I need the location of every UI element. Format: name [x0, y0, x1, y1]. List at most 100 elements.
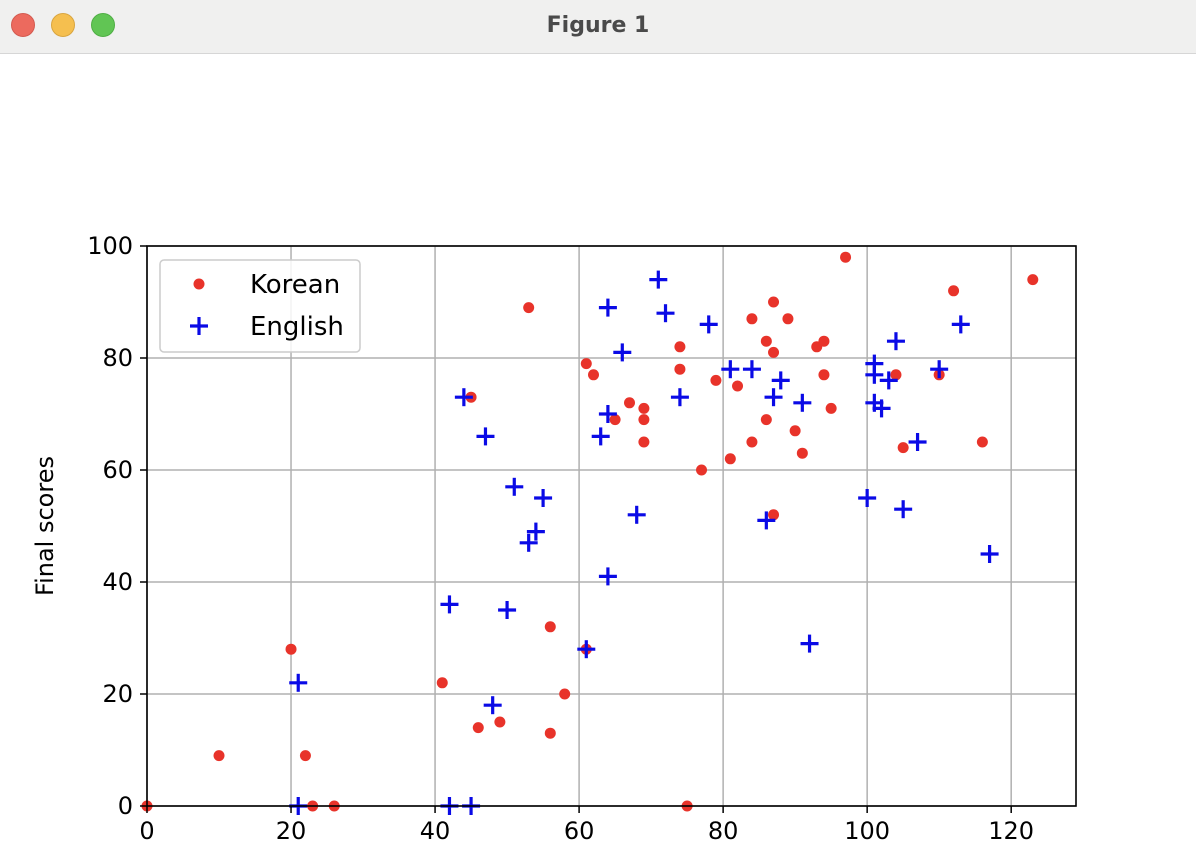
window-title: Figure 1: [546, 13, 650, 38]
korean-point: [624, 397, 636, 409]
korean-point: [768, 509, 780, 521]
title-bar: Figure 1: [0, 0, 1196, 54]
korean-point: [559, 688, 571, 700]
x-tick-label: 120: [988, 817, 1034, 845]
korean-point: [948, 285, 960, 297]
legend-marker-korean: [193, 278, 205, 290]
korean-point: [638, 436, 650, 448]
english-point: [613, 343, 632, 362]
axis-ticks: 0 20 40 60 80 100 120 0 20 40 60 80 100: [87, 232, 1034, 845]
english-point: [440, 595, 459, 614]
korean-point: [299, 750, 311, 762]
close-window-button[interactable]: [11, 13, 35, 37]
english-point: [649, 270, 668, 289]
korean-point: [818, 335, 830, 347]
legend-marker-english: [190, 317, 208, 335]
y-tick-label: 0: [118, 792, 133, 820]
english-point: [483, 696, 502, 715]
english-point: [534, 489, 553, 507]
x-tick-label: 40: [420, 817, 451, 845]
figure-canvas: 0 20 40 60 80 100 120 0 20 40 60 80 100 Final scores…: [0, 55, 1196, 858]
minimize-window-button[interactable]: [51, 13, 75, 37]
legend-label-korean: Korean: [250, 270, 340, 300]
korean-point: [638, 414, 650, 426]
english-point: [858, 489, 877, 507]
korean-point: [710, 374, 722, 386]
korean-point: [638, 402, 650, 414]
english-point: [289, 673, 308, 692]
scatter-chart: 0 20 40 60 80 100 120 0 20 40 60 80 100 Final scores…: [31, 232, 1077, 845]
korean-point: [760, 414, 772, 426]
korean-point: [897, 442, 909, 454]
axes-frame: [146, 245, 1077, 807]
english-point: [865, 365, 884, 384]
series-english: [289, 270, 999, 815]
y-tick-label: 20: [102, 680, 133, 708]
korean-point: [796, 447, 808, 459]
korean-point: [523, 302, 535, 314]
english-point: [476, 427, 495, 446]
korean-point: [768, 346, 780, 358]
korean-point: [746, 313, 758, 325]
x-tick-label: 0: [139, 817, 154, 845]
english-point: [757, 511, 776, 530]
korean-point: [213, 750, 225, 762]
english-point: [886, 332, 905, 351]
y-tick-label: 80: [102, 344, 133, 372]
korean-point: [732, 380, 744, 392]
english-point: [598, 298, 617, 317]
korean-point: [782, 313, 794, 325]
korean-point: [285, 643, 297, 655]
korean-point: [1027, 274, 1039, 286]
korean-point: [825, 402, 837, 414]
english-point: [980, 545, 999, 563]
legend-box: [159, 259, 361, 353]
korean-point: [544, 727, 556, 739]
english-point: [800, 634, 819, 653]
english-point: [930, 360, 949, 379]
korean-point: [494, 716, 506, 728]
english-point: [627, 505, 646, 524]
legend: Korean English: [159, 259, 361, 353]
korean-point: [768, 296, 780, 308]
x-tick-label: 80: [708, 817, 739, 845]
english-point: [908, 433, 927, 451]
korean-point: [580, 358, 592, 370]
y-tick-label: 40: [102, 568, 133, 596]
y-tick-label: 60: [102, 456, 133, 484]
korean-point: [976, 436, 988, 448]
english-point: [793, 393, 812, 412]
korean-point: [746, 436, 758, 448]
y-axis-label: Final scores: [31, 456, 59, 596]
english-point: [742, 360, 761, 379]
x-tick-label: 100: [844, 817, 890, 845]
korean-point: [674, 341, 686, 353]
x-tick-label: 60: [564, 817, 595, 845]
english-point: [454, 388, 473, 407]
korean-point: [890, 369, 902, 381]
korean-point: [724, 453, 736, 465]
english-point: [598, 567, 617, 586]
korean-point: [674, 363, 686, 375]
english-point: [721, 360, 740, 379]
english-point: [894, 500, 913, 519]
english-point: [879, 371, 898, 390]
legend-label-english: English: [250, 312, 344, 342]
zoom-window-button[interactable]: [91, 13, 115, 37]
english-point: [505, 477, 524, 496]
english-point: [699, 315, 718, 334]
korean-point: [696, 464, 708, 476]
x-tick-label: 20: [276, 817, 307, 845]
english-point: [577, 640, 596, 659]
korean-point: [587, 369, 599, 381]
korean-point: [544, 621, 556, 633]
korean-point: [789, 425, 801, 437]
korean-point: [609, 414, 621, 426]
english-point: [951, 315, 970, 334]
korean-point: [760, 335, 772, 347]
english-point: [591, 427, 610, 446]
english-point: [598, 405, 617, 423]
y-tick-label: 100: [87, 232, 133, 260]
english-point: [771, 371, 790, 390]
